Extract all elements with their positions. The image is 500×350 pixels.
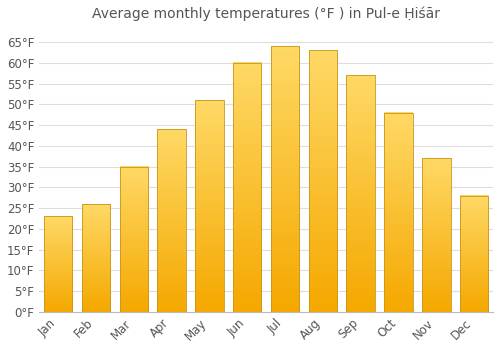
Bar [82, 204, 110, 312]
Bar [44, 216, 72, 312]
Title: Average monthly temperatures (°F ) in Pul-e Ḥiśār: Average monthly temperatures (°F ) in Pu… [92, 7, 440, 21]
Bar [158, 129, 186, 312]
Bar [384, 113, 412, 312]
Bar [120, 167, 148, 312]
Bar [271, 46, 299, 312]
Bar [195, 100, 224, 312]
Bar [346, 75, 375, 312]
Bar [308, 50, 337, 312]
Bar [233, 63, 262, 312]
Bar [422, 158, 450, 312]
Bar [460, 196, 488, 312]
